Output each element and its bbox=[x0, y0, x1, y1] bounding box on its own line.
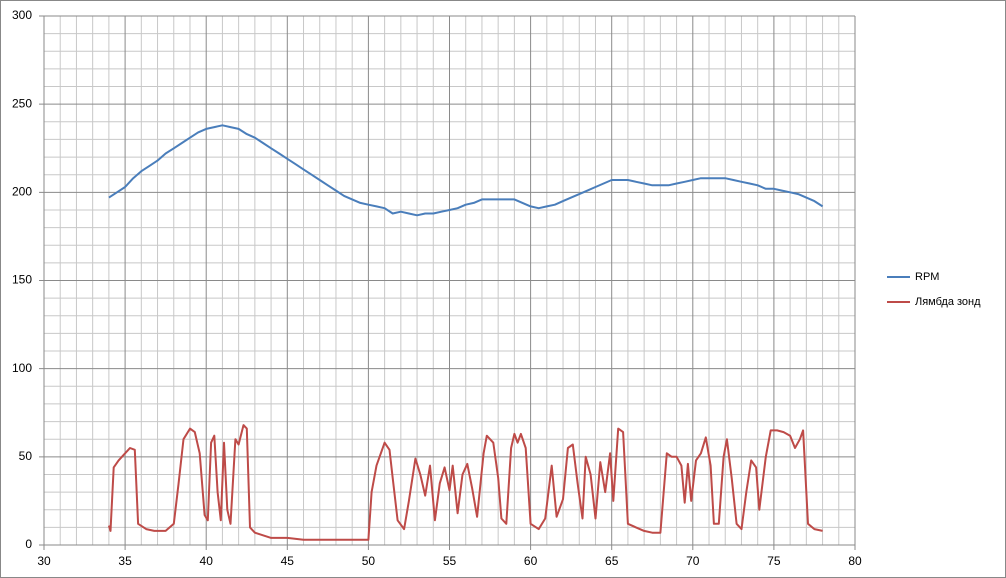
axis-labels: 30 35 40 45 50 55 60 65 70 75 80 0 50 100 150 200 250 300 bbox=[12, 8, 862, 568]
y-tick-label: 0 bbox=[25, 537, 32, 551]
x-tick-label: 70 bbox=[686, 554, 700, 568]
grid bbox=[39, 15, 856, 550]
x-tick-label: 45 bbox=[281, 554, 295, 568]
x-tick-label: 80 bbox=[848, 554, 862, 568]
y-tick-label: 150 bbox=[12, 273, 32, 287]
x-tick-label: 60 bbox=[524, 554, 538, 568]
y-tick-label: 50 bbox=[19, 449, 33, 463]
legend-label: Лямбда зонд bbox=[915, 296, 981, 308]
x-tick-label: 55 bbox=[443, 554, 457, 568]
x-tick-label: 75 bbox=[767, 554, 781, 568]
x-tick-label: 40 bbox=[200, 554, 214, 568]
x-tick-label: 35 bbox=[118, 554, 132, 568]
y-tick-label: 300 bbox=[12, 8, 32, 22]
x-tick-label: 50 bbox=[362, 554, 376, 568]
x-tick-label: 65 bbox=[605, 554, 619, 568]
plot bbox=[107, 124, 824, 541]
y-tick-label: 250 bbox=[12, 96, 32, 110]
series-line bbox=[107, 424, 823, 541]
legend-label: RPM bbox=[915, 271, 939, 283]
series-line bbox=[108, 124, 824, 217]
y-tick-label: 100 bbox=[12, 361, 32, 375]
legend: RPM Лямбда зонд bbox=[887, 271, 981, 308]
y-tick-label: 200 bbox=[12, 185, 32, 199]
x-tick-label: 30 bbox=[37, 554, 51, 568]
